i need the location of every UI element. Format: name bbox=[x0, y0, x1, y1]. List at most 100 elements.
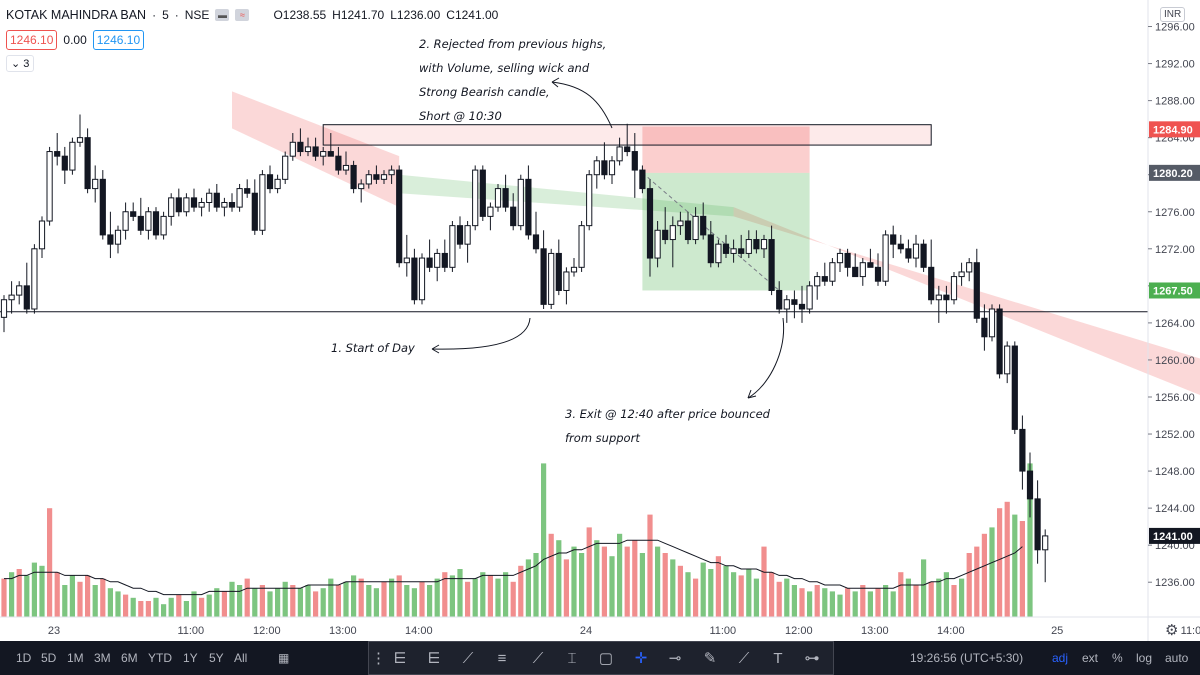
volume-bar bbox=[761, 546, 767, 617]
timeframe-1y[interactable]: 1Y bbox=[183, 651, 198, 665]
candle-body bbox=[449, 225, 456, 268]
volume-bar bbox=[168, 597, 174, 617]
candle-body bbox=[540, 248, 547, 305]
candle-body bbox=[1026, 470, 1034, 500]
volume-bar bbox=[814, 585, 820, 617]
candle-body bbox=[525, 178, 532, 236]
fib-retracement-icon[interactable]: ⋿ bbox=[393, 650, 407, 667]
volume-bar bbox=[381, 581, 387, 617]
volume-bar bbox=[746, 569, 752, 617]
volume-bar bbox=[860, 585, 866, 617]
timeframe-1m[interactable]: 1M bbox=[67, 651, 84, 665]
timeframe-1d[interactable]: 1D bbox=[16, 651, 32, 665]
sell-price-button[interactable]: 1246.10 bbox=[6, 30, 58, 50]
annotation-line: Short @ 10:30 bbox=[419, 109, 502, 123]
indicators-toggle[interactable]: ⌄ 3 bbox=[6, 55, 35, 72]
candle-body bbox=[586, 174, 593, 227]
trade-path-line bbox=[642, 172, 780, 291]
price-chart[interactable]: 1296.001292.001288.001284.001280.001276.… bbox=[0, 0, 1200, 641]
symbol-name[interactable]: KOTAK MAHINDRA BAN bbox=[6, 8, 147, 22]
candle-body bbox=[852, 266, 859, 278]
drag-handle-icon[interactable]: ⋮ bbox=[371, 650, 386, 667]
trend-channel-icon[interactable]: ⟋ bbox=[462, 650, 474, 667]
eye-toggle-icon[interactable]: ▬ bbox=[215, 9, 230, 21]
interval-label[interactable]: 5 bbox=[162, 8, 169, 22]
candle-body bbox=[890, 234, 897, 245]
timeframe-6m[interactable]: 6M bbox=[121, 651, 138, 665]
clock-display[interactable]: 19:26:56 (UTC+5:30) bbox=[910, 651, 1024, 665]
adj-toggle[interactable]: adj bbox=[1052, 651, 1069, 665]
timeframe-3m[interactable]: 3M bbox=[94, 651, 111, 665]
line-tool-icon[interactable]: ⟋ bbox=[738, 650, 750, 667]
candle-body bbox=[31, 248, 38, 310]
timeframe-all[interactable]: All bbox=[234, 651, 248, 665]
candle-body bbox=[874, 266, 882, 282]
horizontal-lines-icon[interactable]: ≡ bbox=[497, 650, 507, 667]
settings-gear-icon[interactable]: ⚙ bbox=[1165, 622, 1179, 639]
horizontal-line-icon[interactable]: ⊶ bbox=[804, 650, 820, 667]
candle-body bbox=[616, 146, 623, 162]
compare-icon[interactable]: ≈ bbox=[235, 9, 250, 21]
candle-body bbox=[61, 155, 68, 171]
volume-bar bbox=[39, 565, 45, 617]
fib-extension-icon[interactable]: ⋿ bbox=[427, 650, 441, 667]
candle-body bbox=[981, 317, 988, 338]
volume-bar bbox=[548, 533, 554, 617]
price-range-icon[interactable]: ⌶ bbox=[567, 650, 577, 667]
candle-body bbox=[244, 188, 251, 194]
volume-bar bbox=[784, 578, 790, 617]
volume-bar bbox=[913, 585, 919, 617]
auto-toggle[interactable]: auto bbox=[1165, 651, 1189, 665]
horizontal-ray-icon[interactable]: ⊸ bbox=[668, 650, 682, 667]
timeframe-5y[interactable]: 5Y bbox=[209, 651, 224, 665]
candle-body bbox=[608, 160, 616, 176]
volume-bar bbox=[100, 578, 106, 617]
volume-bar bbox=[62, 585, 68, 617]
candle-body bbox=[0, 299, 8, 318]
volume-bar bbox=[495, 578, 501, 617]
timeframe-ytd[interactable]: YTD bbox=[148, 651, 172, 665]
volume-bar bbox=[419, 581, 425, 617]
price-tick-label: 1296.00 bbox=[1155, 22, 1195, 34]
volume-bar bbox=[328, 578, 334, 617]
rectangle-icon[interactable]: ▢ bbox=[598, 650, 614, 667]
price-tick-label: 1292.00 bbox=[1155, 59, 1195, 71]
annotation-start-of-day: 1. Start of Day bbox=[331, 336, 415, 360]
volume-bar bbox=[989, 527, 995, 617]
candle-body bbox=[114, 229, 122, 245]
volume-bar bbox=[411, 588, 417, 617]
price-label-text: 1241.00 bbox=[1153, 531, 1193, 543]
price-tick-label: 1272.00 bbox=[1155, 244, 1195, 256]
spread-value: 0.00 bbox=[63, 33, 87, 47]
candle-body bbox=[434, 252, 441, 268]
candle-body bbox=[753, 239, 760, 250]
annotation-arrow bbox=[431, 317, 531, 350]
ext-toggle[interactable]: ext bbox=[1082, 651, 1099, 665]
brush-icon[interactable]: ✎ bbox=[703, 650, 717, 667]
volume-bar bbox=[442, 572, 448, 617]
volume-bar bbox=[776, 581, 782, 617]
volume-bar bbox=[183, 601, 189, 617]
annotation-arrowhead bbox=[747, 389, 757, 399]
calendar-icon[interactable]: ▦ bbox=[278, 651, 290, 665]
candle-body bbox=[206, 192, 213, 203]
candle-body bbox=[236, 188, 243, 208]
log-toggle[interactable]: log bbox=[1136, 651, 1153, 665]
timeframe-5d[interactable]: 5D bbox=[41, 651, 57, 665]
crosshair-icon[interactable]: ✛ bbox=[634, 650, 648, 667]
exchange-label: NSE bbox=[184, 8, 210, 22]
percent-toggle[interactable]: % bbox=[1112, 651, 1123, 665]
annotation-line: with Volume, selling wick and bbox=[419, 61, 590, 75]
candle-body bbox=[23, 285, 30, 310]
buy-price-button[interactable]: 1246.10 bbox=[92, 30, 145, 50]
volume-bar bbox=[601, 546, 607, 617]
volume-bar bbox=[503, 572, 509, 617]
trend-line-icon[interactable]: ⟋ bbox=[532, 650, 544, 667]
volume-bar bbox=[153, 597, 159, 617]
candle-body bbox=[297, 141, 304, 153]
time-tick-label: 13:00 bbox=[861, 625, 889, 637]
candle-body bbox=[441, 252, 448, 268]
text-tool-icon[interactable]: T bbox=[773, 650, 783, 667]
volume-bar bbox=[799, 588, 805, 617]
stop-zone bbox=[642, 126, 810, 173]
